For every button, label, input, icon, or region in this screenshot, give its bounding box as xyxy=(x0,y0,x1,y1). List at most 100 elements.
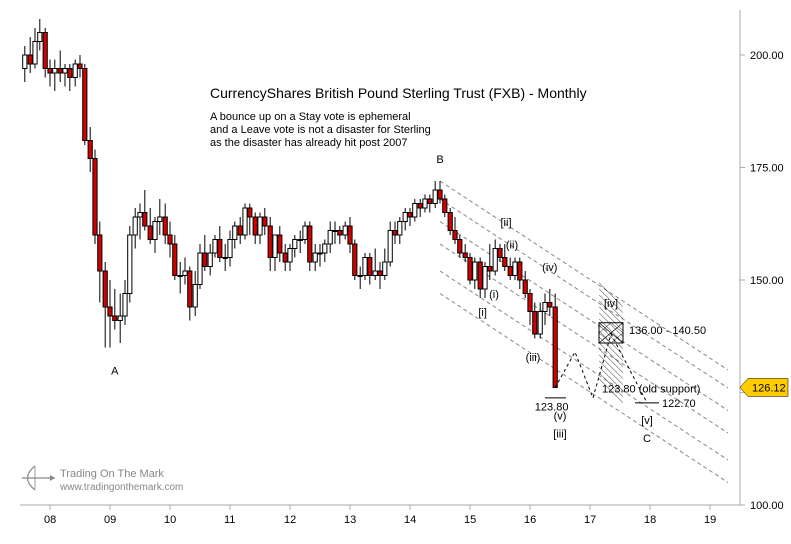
x-tick-label: 16 xyxy=(524,514,536,526)
candle-body xyxy=(468,258,472,281)
candle-body xyxy=(23,55,27,69)
candle-body xyxy=(53,69,57,74)
candle-body xyxy=(203,253,207,267)
candle-body xyxy=(288,249,292,263)
candle-body xyxy=(128,235,132,294)
candle-body xyxy=(378,271,382,276)
y-tick-label: 100.00 xyxy=(750,500,784,512)
candle-body xyxy=(193,285,197,308)
candle-body xyxy=(548,303,552,308)
annotation: [i] xyxy=(478,307,487,319)
candle-body xyxy=(108,307,112,316)
candle-body xyxy=(513,262,517,276)
chart-subtitle: as the disaster has already hit post 200… xyxy=(210,137,408,149)
x-tick-label: 18 xyxy=(644,514,656,526)
candle-body xyxy=(218,240,222,258)
candle-body xyxy=(183,271,187,276)
candle-body xyxy=(553,307,557,387)
annotation: B xyxy=(436,154,443,166)
candle-body xyxy=(373,271,377,276)
candle-body xyxy=(523,280,527,294)
candle-body xyxy=(363,258,367,276)
candle-body xyxy=(263,217,267,226)
candle-body xyxy=(273,235,277,258)
candle-body xyxy=(173,244,177,276)
annotation: (ii) xyxy=(506,240,518,252)
candle-body xyxy=(518,262,522,280)
hatch xyxy=(599,325,623,349)
hatch xyxy=(599,343,623,367)
candle-body xyxy=(423,199,427,208)
candle-body xyxy=(248,208,252,217)
candle-body xyxy=(188,271,192,307)
candle-body xyxy=(503,258,507,267)
candle-body xyxy=(278,235,282,253)
candle-body xyxy=(398,222,402,236)
channel-line xyxy=(440,199,728,388)
candle-body xyxy=(68,69,72,78)
candle-body xyxy=(438,190,442,199)
candle-body xyxy=(28,55,32,64)
candle-body xyxy=(48,69,52,74)
annotation: [iv] xyxy=(604,298,618,310)
candle-body xyxy=(418,204,422,209)
hatch xyxy=(599,349,623,373)
logo-arrowhead xyxy=(50,475,55,481)
logo-text-2: www.tradingonthemark.com xyxy=(59,482,183,493)
candle-body xyxy=(113,316,117,321)
hatch xyxy=(599,361,623,385)
candle-body xyxy=(498,249,502,258)
candle-body xyxy=(158,217,162,222)
y-tick-label: 200.00 xyxy=(750,50,784,62)
candle-body xyxy=(368,258,372,276)
candle-body xyxy=(493,249,497,272)
candle-body xyxy=(448,213,452,231)
candle-body xyxy=(73,64,77,78)
hatch xyxy=(599,355,623,379)
annotation: A xyxy=(111,366,119,378)
candle-body xyxy=(83,69,87,141)
annotation: [ii] xyxy=(501,217,512,229)
candle-body xyxy=(528,294,532,312)
candle-body xyxy=(538,312,542,335)
candle-body xyxy=(323,244,327,253)
candle-body xyxy=(88,141,92,159)
candle-body xyxy=(33,42,37,65)
x-tick-label: 17 xyxy=(584,514,596,526)
candle-body xyxy=(333,231,337,232)
candle-body xyxy=(223,258,227,259)
chart-subtitle: A bounce up on a Stay vote is ephemeral xyxy=(210,111,411,123)
candle-body xyxy=(308,226,312,262)
candle-body xyxy=(233,226,237,240)
annotation: [iii] xyxy=(553,429,566,441)
y-tick-label: 150.00 xyxy=(750,275,784,287)
candle-body xyxy=(138,213,142,218)
candle-body xyxy=(443,199,447,213)
candle-body xyxy=(43,33,47,69)
candle-body xyxy=(328,231,332,245)
candle-body xyxy=(153,222,157,240)
candle-body xyxy=(123,294,127,317)
candle-body xyxy=(483,267,487,290)
candle-body xyxy=(358,276,362,277)
candle-body xyxy=(453,231,457,240)
candle-body xyxy=(488,267,492,272)
candle-body xyxy=(118,316,122,321)
candle-body xyxy=(458,240,462,254)
x-tick-label: 13 xyxy=(344,514,356,526)
logo-text-1: Trading On The Mark xyxy=(60,468,164,480)
candle-body xyxy=(353,244,357,276)
candle-body xyxy=(253,217,257,235)
candle-body xyxy=(293,240,297,249)
candle-body xyxy=(383,262,387,276)
candle-body xyxy=(428,199,432,204)
level-label: 122.70 xyxy=(662,398,696,410)
annotation: (iv) xyxy=(542,262,557,274)
candle-body xyxy=(103,271,107,307)
hatch xyxy=(599,307,623,331)
candle-body xyxy=(243,208,247,235)
x-tick-label: 12 xyxy=(284,514,296,526)
candle-body xyxy=(178,276,182,277)
chart-title: CurrencyShares British Pound Sterling Tr… xyxy=(210,85,587,101)
chart-subtitle: and a Leave vote is not a disaster for S… xyxy=(210,124,431,136)
